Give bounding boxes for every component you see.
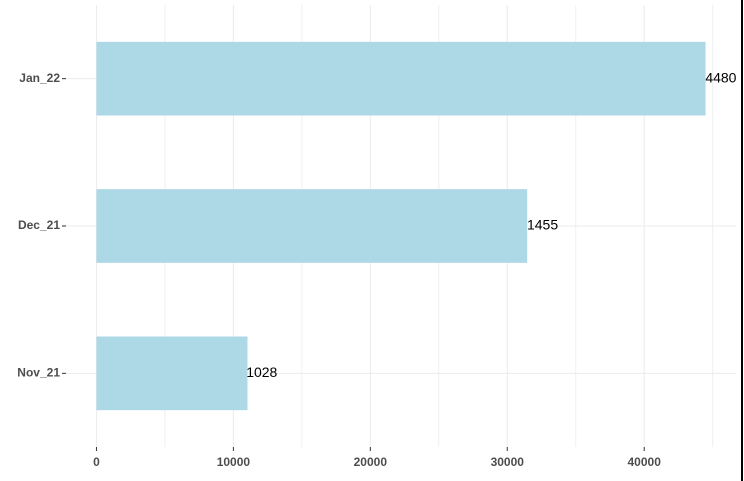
value-label: 44480 [698,69,737,85]
x-tick-label: 10000 [217,455,251,469]
x-tick-label: 30000 [491,455,525,469]
bar [96,189,528,263]
x-tick-label: 40000 [628,455,662,469]
y-tick-label: Nov_21 [17,366,60,380]
value-label: 31455 [519,217,558,233]
value-label: 11028 [239,364,277,380]
bar [96,41,706,116]
bar [96,336,248,411]
y-tick-label: Dec_21 [18,218,60,232]
y-tick-label: Jan_22 [19,71,60,85]
x-tick-label: 20000 [354,455,388,469]
x-tick-label: 0 [93,455,100,469]
